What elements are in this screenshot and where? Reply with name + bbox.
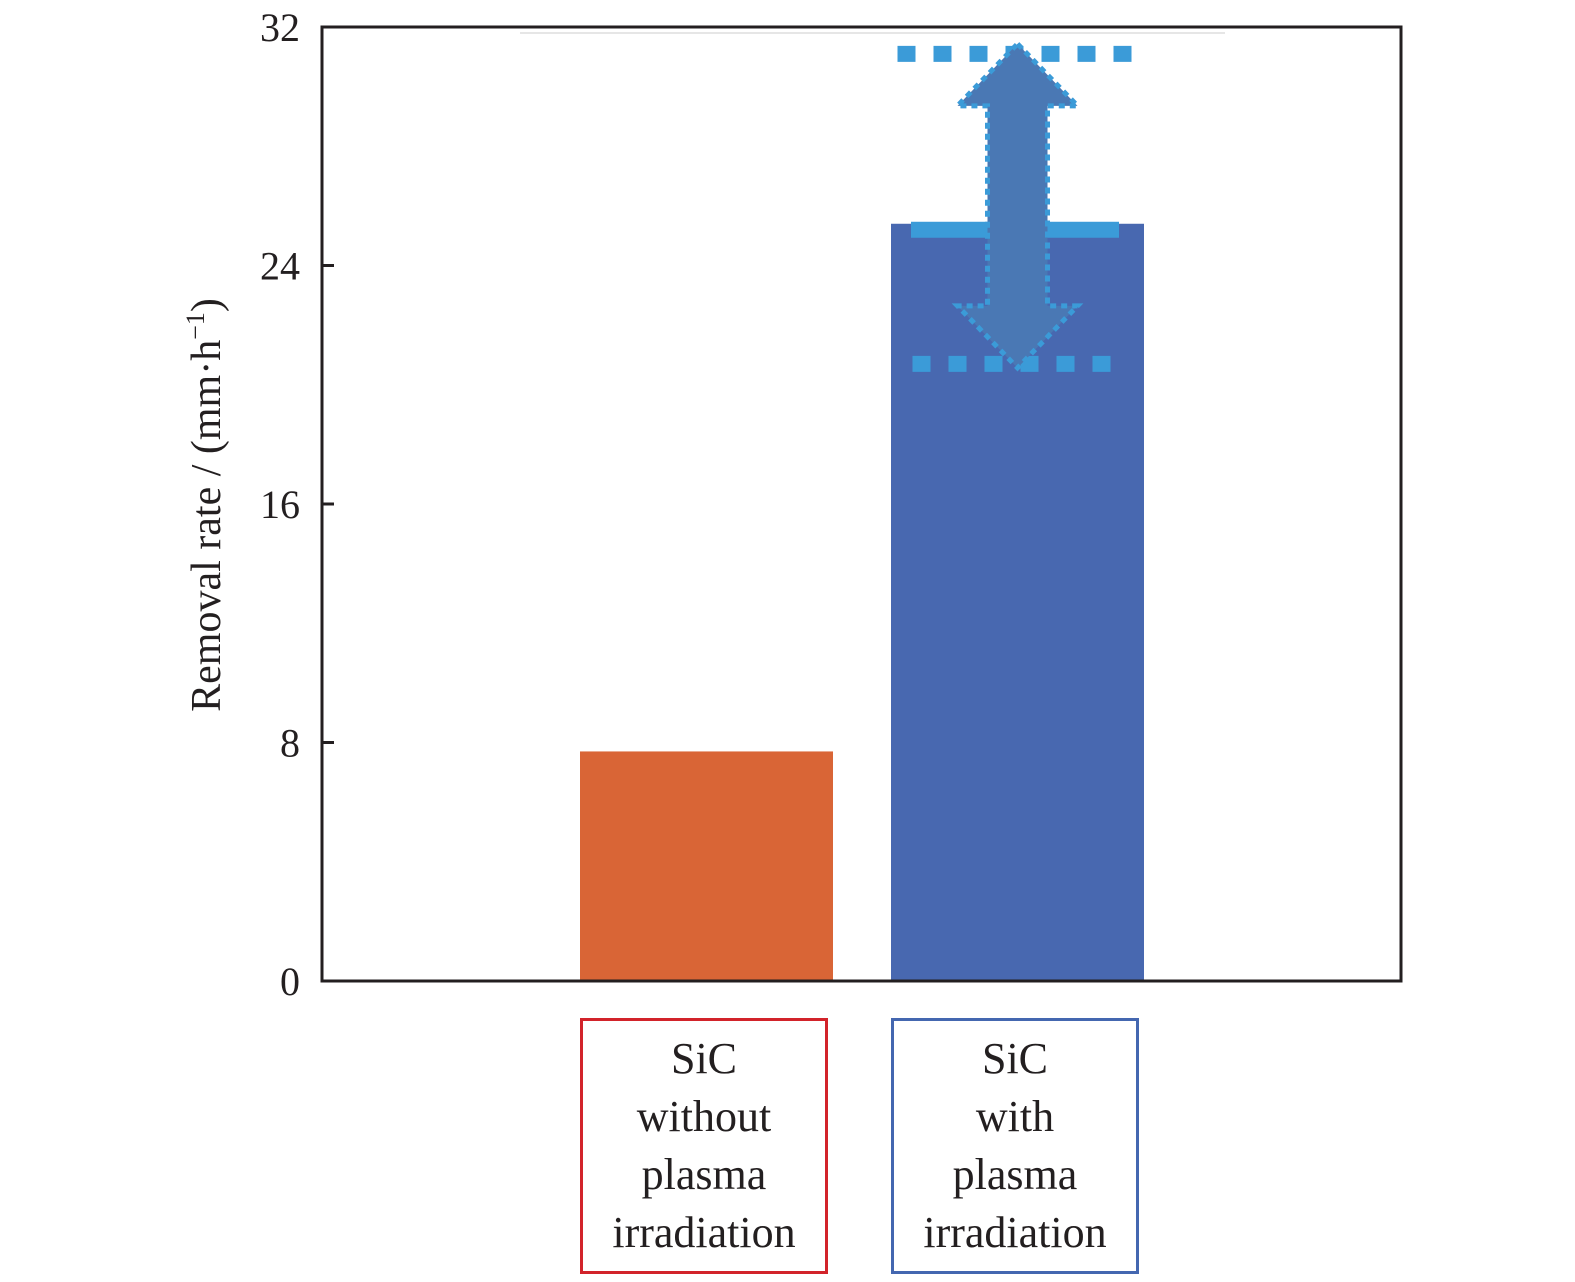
category-label-with-plasma: SiC with plasma irradiation [891,1018,1139,1274]
category-label-line: with [975,1092,1055,1141]
category-label-line: plasma [952,1150,1078,1199]
category-label-line: irradiation [612,1208,796,1257]
category-label-without-plasma: SiC without plasma irradiation [580,1018,828,1274]
category-label-line: irradiation [923,1208,1107,1257]
category-label-line: plasma [641,1150,767,1199]
y-tick-label: 16 [260,482,300,527]
y-tick-label: 32 [260,5,300,50]
category-label-line: without [636,1092,772,1141]
category-label-line: SiC [981,1034,1049,1083]
y-tick-label: 0 [280,959,300,1004]
y-tick-label: 24 [260,244,300,289]
y-axis-title-main: Removal rate / (mm·h [184,340,230,712]
y-tick-label: 8 [280,721,300,766]
double-arrow [951,40,1084,372]
y-axis-title: Removal rate / (mm·h−1) [181,298,230,712]
bar [580,751,833,981]
category-label-line: SiC [670,1034,738,1083]
plot-area: 0 8 16 24 32 [260,5,1403,1004]
plot-frame [320,25,1403,983]
y-axis-title-close: ) [184,298,230,312]
y-axis-title-superscript: −1 [181,312,210,340]
